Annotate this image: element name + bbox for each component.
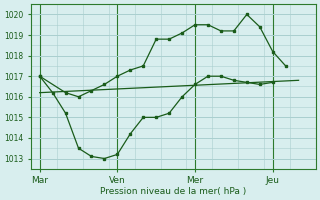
X-axis label: Pression niveau de la mer( hPa ): Pression niveau de la mer( hPa ) — [100, 187, 247, 196]
